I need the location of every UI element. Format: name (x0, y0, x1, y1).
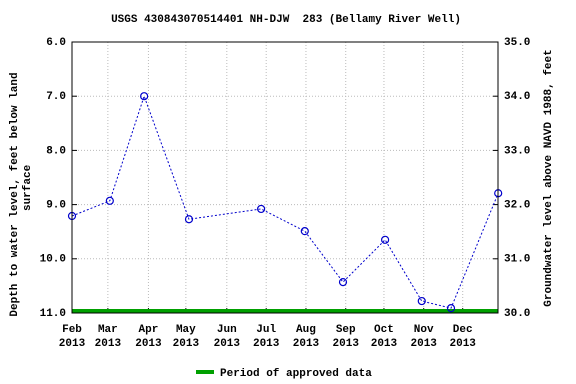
plot-frame (71, 41, 499, 314)
x-tick-label: 2013 (293, 338, 320, 350)
x-tick-label: 2013 (411, 338, 438, 350)
y2-tick-label: 30.0 (504, 308, 530, 320)
legend-label: Period of approved data (220, 368, 372, 380)
x-tick-label: Dec (453, 324, 473, 336)
x-tick-label: May (176, 324, 196, 336)
data-point (184, 215, 194, 224)
y2-tick-label: 35.0 (504, 37, 530, 49)
x-tick-label: 2013 (135, 338, 162, 350)
x-tick-label: 2013 (371, 338, 398, 350)
x-tick-label: Apr (139, 324, 159, 336)
x-tick-label: 2013 (173, 338, 200, 350)
data-point (446, 304, 456, 313)
x-tick-label: 2013 (450, 338, 477, 350)
x-tick-label: Mar (98, 324, 118, 336)
y-tick-label: 9.0 (46, 200, 66, 212)
x-tick-label: Nov (414, 324, 434, 336)
x-tick-label: 2013 (214, 338, 241, 350)
data-point (417, 296, 426, 306)
x-tick-label: Jul (256, 324, 276, 336)
y-tick-label: 7.0 (46, 91, 66, 103)
data-line (71, 94, 499, 309)
x-tick-label: 2013 (333, 338, 360, 350)
x-tick-label: 2013 (253, 338, 280, 350)
data-point (105, 196, 114, 205)
y2-tick-label: 34.0 (504, 91, 530, 103)
y-axis-title-line: Depth to water level, feet below land (9, 72, 21, 316)
y-tick-label: 8.0 (46, 145, 66, 157)
x-tick-label: Sep (336, 324, 356, 336)
y2-tick-label: 33.0 (504, 145, 530, 157)
y-axis-title-line: surface (22, 164, 34, 211)
chart-title: USGS 430843070514401 NH-DJW 283 (Bellamy… (111, 14, 461, 26)
y-tick-label: 11.0 (40, 308, 66, 320)
data-point (338, 278, 348, 287)
x-tick-label: Aug (296, 324, 316, 336)
x-tick-label: 2013 (59, 338, 86, 350)
x-tick-label: Oct (374, 324, 394, 336)
y-axis-title: Depth to water level, feet below land su… (9, 39, 34, 316)
y2-tick-label: 32.0 (504, 200, 530, 212)
x-tick-label: 2013 (95, 338, 122, 350)
x-tick-label: Feb (62, 324, 82, 336)
y-tick-label: 10.0 (40, 254, 66, 266)
y2-axis-title: Groundwater level above NAVD 1988, feet (543, 49, 555, 306)
data-point (381, 235, 390, 244)
data-point (140, 92, 149, 101)
y2-tick-label: 31.0 (504, 254, 530, 266)
data-point (300, 227, 309, 236)
data-point (257, 204, 266, 214)
y-tick-label: 6.0 (46, 37, 66, 49)
x-tick-label: Jun (217, 324, 237, 336)
